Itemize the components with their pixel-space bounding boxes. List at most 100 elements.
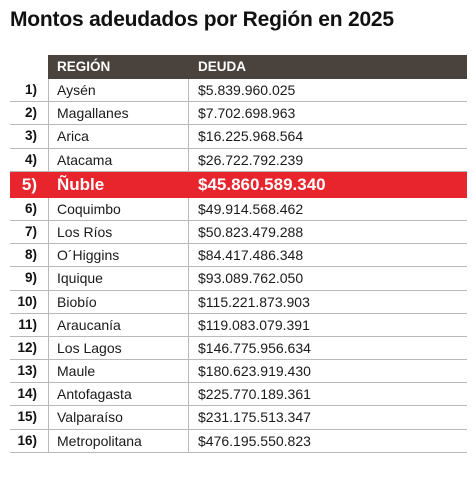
- table-row: 11) Araucanía $119.083.079.391: [10, 313, 467, 337]
- region-cell: Coquimbo: [57, 200, 121, 217]
- table-row: 9) Iquique $93.089.762.050: [10, 267, 467, 291]
- column-divider: [48, 406, 49, 429]
- rank-label: 3): [24, 128, 37, 144]
- column-divider: [48, 220, 49, 244]
- column-divider: [188, 383, 189, 406]
- rank-label: 5): [21, 174, 37, 194]
- column-divider: [48, 148, 49, 171]
- column-divider: [188, 360, 189, 383]
- debt-cell: $5.839.960.025: [198, 82, 296, 98]
- rank-label: 12): [17, 339, 37, 355]
- column-divider: [188, 171, 189, 197]
- region-cell: Iquique: [57, 270, 103, 287]
- header-debt: DEUDA: [198, 59, 247, 74]
- column-divider: [188, 197, 189, 220]
- rank-label: 4): [24, 151, 37, 167]
- rank-label: 16): [17, 432, 37, 448]
- table-row: 12) Los Lagos $146.775.956.634: [10, 336, 467, 361]
- debt-cell: $476.195.550.823: [198, 432, 311, 449]
- column-divider: [48, 336, 49, 360]
- column-divider: [188, 148, 189, 171]
- rank-label: 9): [24, 270, 37, 286]
- table-header-bar: [48, 55, 467, 79]
- column-divider: [188, 102, 189, 125]
- region-cell: Araucanía: [57, 316, 121, 333]
- rank-label: 13): [17, 363, 37, 379]
- debt-cell: $84.417.486.348: [198, 247, 304, 264]
- column-divider: [48, 171, 49, 197]
- debt-table: REGIÓN DEUDA 1) Aysén $5.839.960.025 2) Maga…: [10, 55, 467, 453]
- table-row: 3) Arica $16.225.968.564: [10, 125, 467, 149]
- region-cell: Atacama: [57, 151, 113, 168]
- debt-cell: $146.775.956.634: [198, 339, 311, 356]
- region-cell: Valparaíso: [57, 409, 123, 426]
- debt-cell: $225.770.189.361: [198, 386, 311, 403]
- region-cell: Los Lagos: [57, 339, 122, 356]
- column-divider: [48, 244, 49, 267]
- table-row: 4) Atacama $26.722.792.239: [10, 148, 467, 172]
- debt-cell: $7.702.698.963: [198, 105, 296, 122]
- debt-cell: $49.914.568.462: [198, 200, 304, 217]
- column-divider: [48, 429, 49, 452]
- table-header: REGIÓN DEUDA: [10, 55, 467, 79]
- column-divider: [188, 125, 189, 148]
- column-divider: [48, 267, 49, 290]
- rank-label: 7): [24, 223, 37, 239]
- region-cell: Magallanes: [57, 105, 129, 122]
- rank-label: 15): [17, 409, 37, 425]
- debt-cell: $231.175.513.347: [198, 409, 311, 426]
- column-divider: [188, 79, 189, 102]
- column-divider: [48, 102, 49, 125]
- rank-label: 14): [17, 386, 37, 402]
- column-divider: [188, 336, 189, 360]
- debt-cell: $119.083.079.391: [198, 316, 310, 333]
- column-divider: [188, 267, 189, 290]
- debt-cell: $180.623.919.430: [198, 363, 311, 380]
- table-row: 13) Maule $180.623.919.430: [10, 360, 467, 384]
- header-region: REGIÓN: [57, 59, 111, 74]
- debt-cell: $50.823.479.288: [198, 223, 304, 240]
- debt-cell: $93.089.762.050: [198, 270, 304, 287]
- column-divider: [48, 197, 49, 220]
- rank-label: 11): [18, 316, 37, 332]
- table-row: 6) Coquimbo $49.914.568.462: [10, 197, 467, 221]
- table-row: 10) Biobío $115.221.873.903: [10, 290, 467, 314]
- column-divider: [188, 406, 189, 429]
- table-row: 14) Antofagasta $225.770.189.361: [10, 383, 467, 407]
- column-divider: [48, 313, 49, 336]
- rank-label: 10): [17, 293, 37, 309]
- debt-cell: $26.722.792.239: [198, 151, 304, 168]
- column-divider: [188, 429, 189, 452]
- column-divider: [48, 79, 49, 102]
- table-row: 15) Valparaíso $231.175.513.347: [10, 406, 467, 430]
- region-cell: Los Ríos: [57, 223, 113, 240]
- table-row: 8) O´Higgins $84.417.486.348: [10, 244, 467, 268]
- table-row: 16) Metropolitana $476.195.550.823: [10, 429, 467, 453]
- rank-label: 2): [24, 105, 37, 121]
- table-row: 1) Aysén $5.839.960.025: [10, 79, 467, 103]
- region-cell: Biobío: [57, 293, 97, 310]
- column-divider: [188, 313, 189, 336]
- page-title: Montos adeudados por Región en 2025: [10, 8, 394, 31]
- region-cell: Arica: [57, 128, 89, 145]
- table-row-highlighted: 5) Ñuble $45.860.589.340: [10, 171, 467, 198]
- column-divider: [188, 290, 189, 313]
- region-cell: Maule: [57, 363, 96, 380]
- region-cell: Aysén: [57, 82, 96, 98]
- rank-label: 6): [24, 200, 37, 216]
- debt-cell: $16.225.968.564: [198, 128, 304, 145]
- rank-label: 1): [24, 82, 37, 97]
- table-row: 7) Los Ríos $50.823.479.288: [10, 220, 467, 245]
- column-divider: [48, 125, 49, 148]
- column-divider: [48, 290, 49, 313]
- region-cell: Metropolitana: [57, 432, 142, 449]
- column-divider: [188, 220, 189, 244]
- column-divider: [48, 383, 49, 406]
- table-row: 2) Magallanes $7.702.698.963: [10, 102, 467, 126]
- region-cell: O´Higgins: [57, 247, 120, 264]
- table-body: 1) Aysén $5.839.960.025 2) Magallanes $7.702.…: [10, 79, 467, 453]
- column-divider: [188, 244, 189, 267]
- column-divider: [48, 360, 49, 383]
- region-cell: Ñuble: [57, 174, 105, 194]
- rank-label: 8): [24, 247, 37, 263]
